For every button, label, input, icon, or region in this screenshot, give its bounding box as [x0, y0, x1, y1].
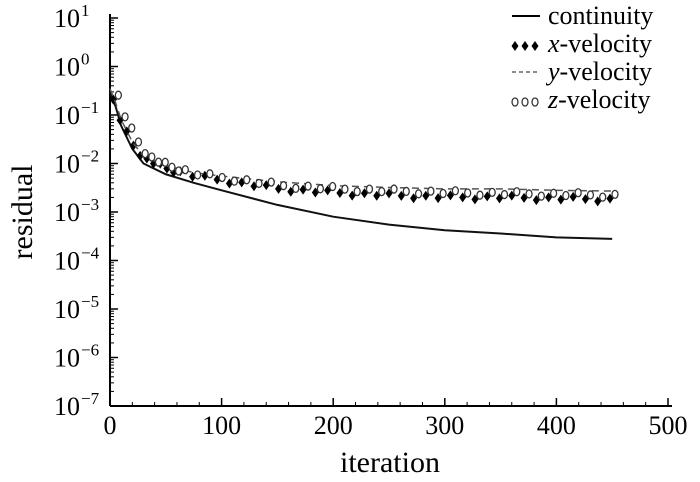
series-group	[109, 88, 619, 240]
data-point	[574, 188, 582, 198]
data-point	[586, 190, 595, 200]
data-point	[304, 181, 312, 191]
data-point	[206, 169, 214, 179]
legend-swatch	[531, 97, 539, 107]
y-tick-label: 10	[54, 344, 80, 373]
data-point	[193, 170, 202, 180]
data-point	[341, 184, 349, 194]
data-point	[537, 191, 545, 201]
y-tick-label: 10	[54, 53, 80, 82]
y-tick-label: 10	[54, 4, 80, 33]
data-point	[168, 162, 176, 172]
data-point	[154, 157, 163, 167]
data-point	[353, 186, 361, 197]
y-tick-label: 10	[54, 101, 80, 130]
legend-swatch	[511, 97, 519, 107]
legend-label: z-velocity	[547, 85, 651, 114]
data-point	[451, 186, 460, 196]
data-point	[292, 183, 300, 194]
data-point	[128, 123, 136, 133]
data-point	[378, 186, 386, 197]
x-tick-label: 300	[425, 411, 464, 440]
data-point	[218, 172, 226, 183]
data-point	[123, 126, 131, 137]
legend-swatch	[521, 41, 529, 51]
y-tick-exponent: −6	[81, 341, 99, 360]
y-tick-exponent: −3	[81, 195, 99, 214]
data-point	[121, 112, 129, 122]
data-point	[279, 181, 288, 191]
data-point	[434, 193, 442, 204]
y-tick-label: 10	[54, 150, 80, 179]
legend-swatch	[531, 41, 539, 51]
legend-entry: z-velocity	[511, 85, 651, 114]
x-tick-label: 200	[314, 411, 353, 440]
data-point	[141, 148, 149, 159]
y-tick-label: 10	[54, 198, 80, 227]
legend-label: y-velocity	[545, 57, 652, 86]
data-point	[513, 187, 521, 197]
data-point	[161, 157, 169, 167]
legend-swatch	[521, 97, 529, 107]
data-point	[488, 187, 496, 198]
data-point	[500, 189, 509, 200]
data-point	[316, 184, 324, 194]
data-point	[148, 152, 156, 162]
y-tick-exponent: 1	[81, 1, 90, 20]
data-point	[439, 188, 447, 199]
data-point	[365, 184, 374, 194]
legend-label: continuity	[548, 1, 653, 30]
data-point	[230, 176, 239, 186]
legend-entry: continuity	[512, 1, 653, 30]
x-tick-label: 400	[537, 411, 576, 440]
legend-entry: x-velocity	[511, 29, 652, 58]
data-point	[267, 177, 275, 187]
data-point	[255, 178, 263, 189]
y-tick-label: 10	[54, 295, 80, 324]
data-point	[174, 166, 183, 176]
data-point	[464, 188, 472, 198]
data-point	[134, 137, 143, 147]
data-point	[599, 192, 607, 202]
y-tick-label: 10	[54, 392, 80, 421]
y-tick-exponent: −1	[81, 98, 99, 117]
data-point	[562, 190, 570, 201]
legend-entry: y-velocity	[512, 57, 652, 86]
legend-swatch	[511, 41, 519, 51]
y-tick-exponent: 0	[81, 50, 90, 69]
data-point	[525, 189, 533, 199]
y-tick-exponent: −5	[81, 292, 99, 311]
x-tick-label: 100	[202, 411, 241, 440]
data-point	[427, 186, 435, 196]
data-point	[114, 90, 122, 100]
x-tick-label: 500	[649, 411, 688, 440]
data-point	[390, 184, 398, 194]
data-point	[414, 189, 423, 199]
y-tick-label: 10	[54, 247, 80, 276]
series-z-velocity	[114, 90, 619, 202]
data-point	[181, 165, 189, 175]
data-point	[549, 188, 558, 198]
data-point	[611, 189, 619, 200]
y-tick-exponent: −7	[81, 389, 100, 408]
data-point	[243, 175, 251, 185]
x-tick-label: 0	[104, 411, 117, 440]
data-point	[402, 186, 410, 197]
data-point	[476, 190, 484, 200]
x-axis-label: iteration	[340, 446, 440, 477]
y-axis-label: residual	[6, 165, 39, 260]
data-point	[328, 181, 337, 192]
y-tick-exponent: −4	[81, 244, 100, 263]
legend-label: x-velocity	[547, 29, 652, 58]
y-tick-exponent: −2	[81, 147, 99, 166]
